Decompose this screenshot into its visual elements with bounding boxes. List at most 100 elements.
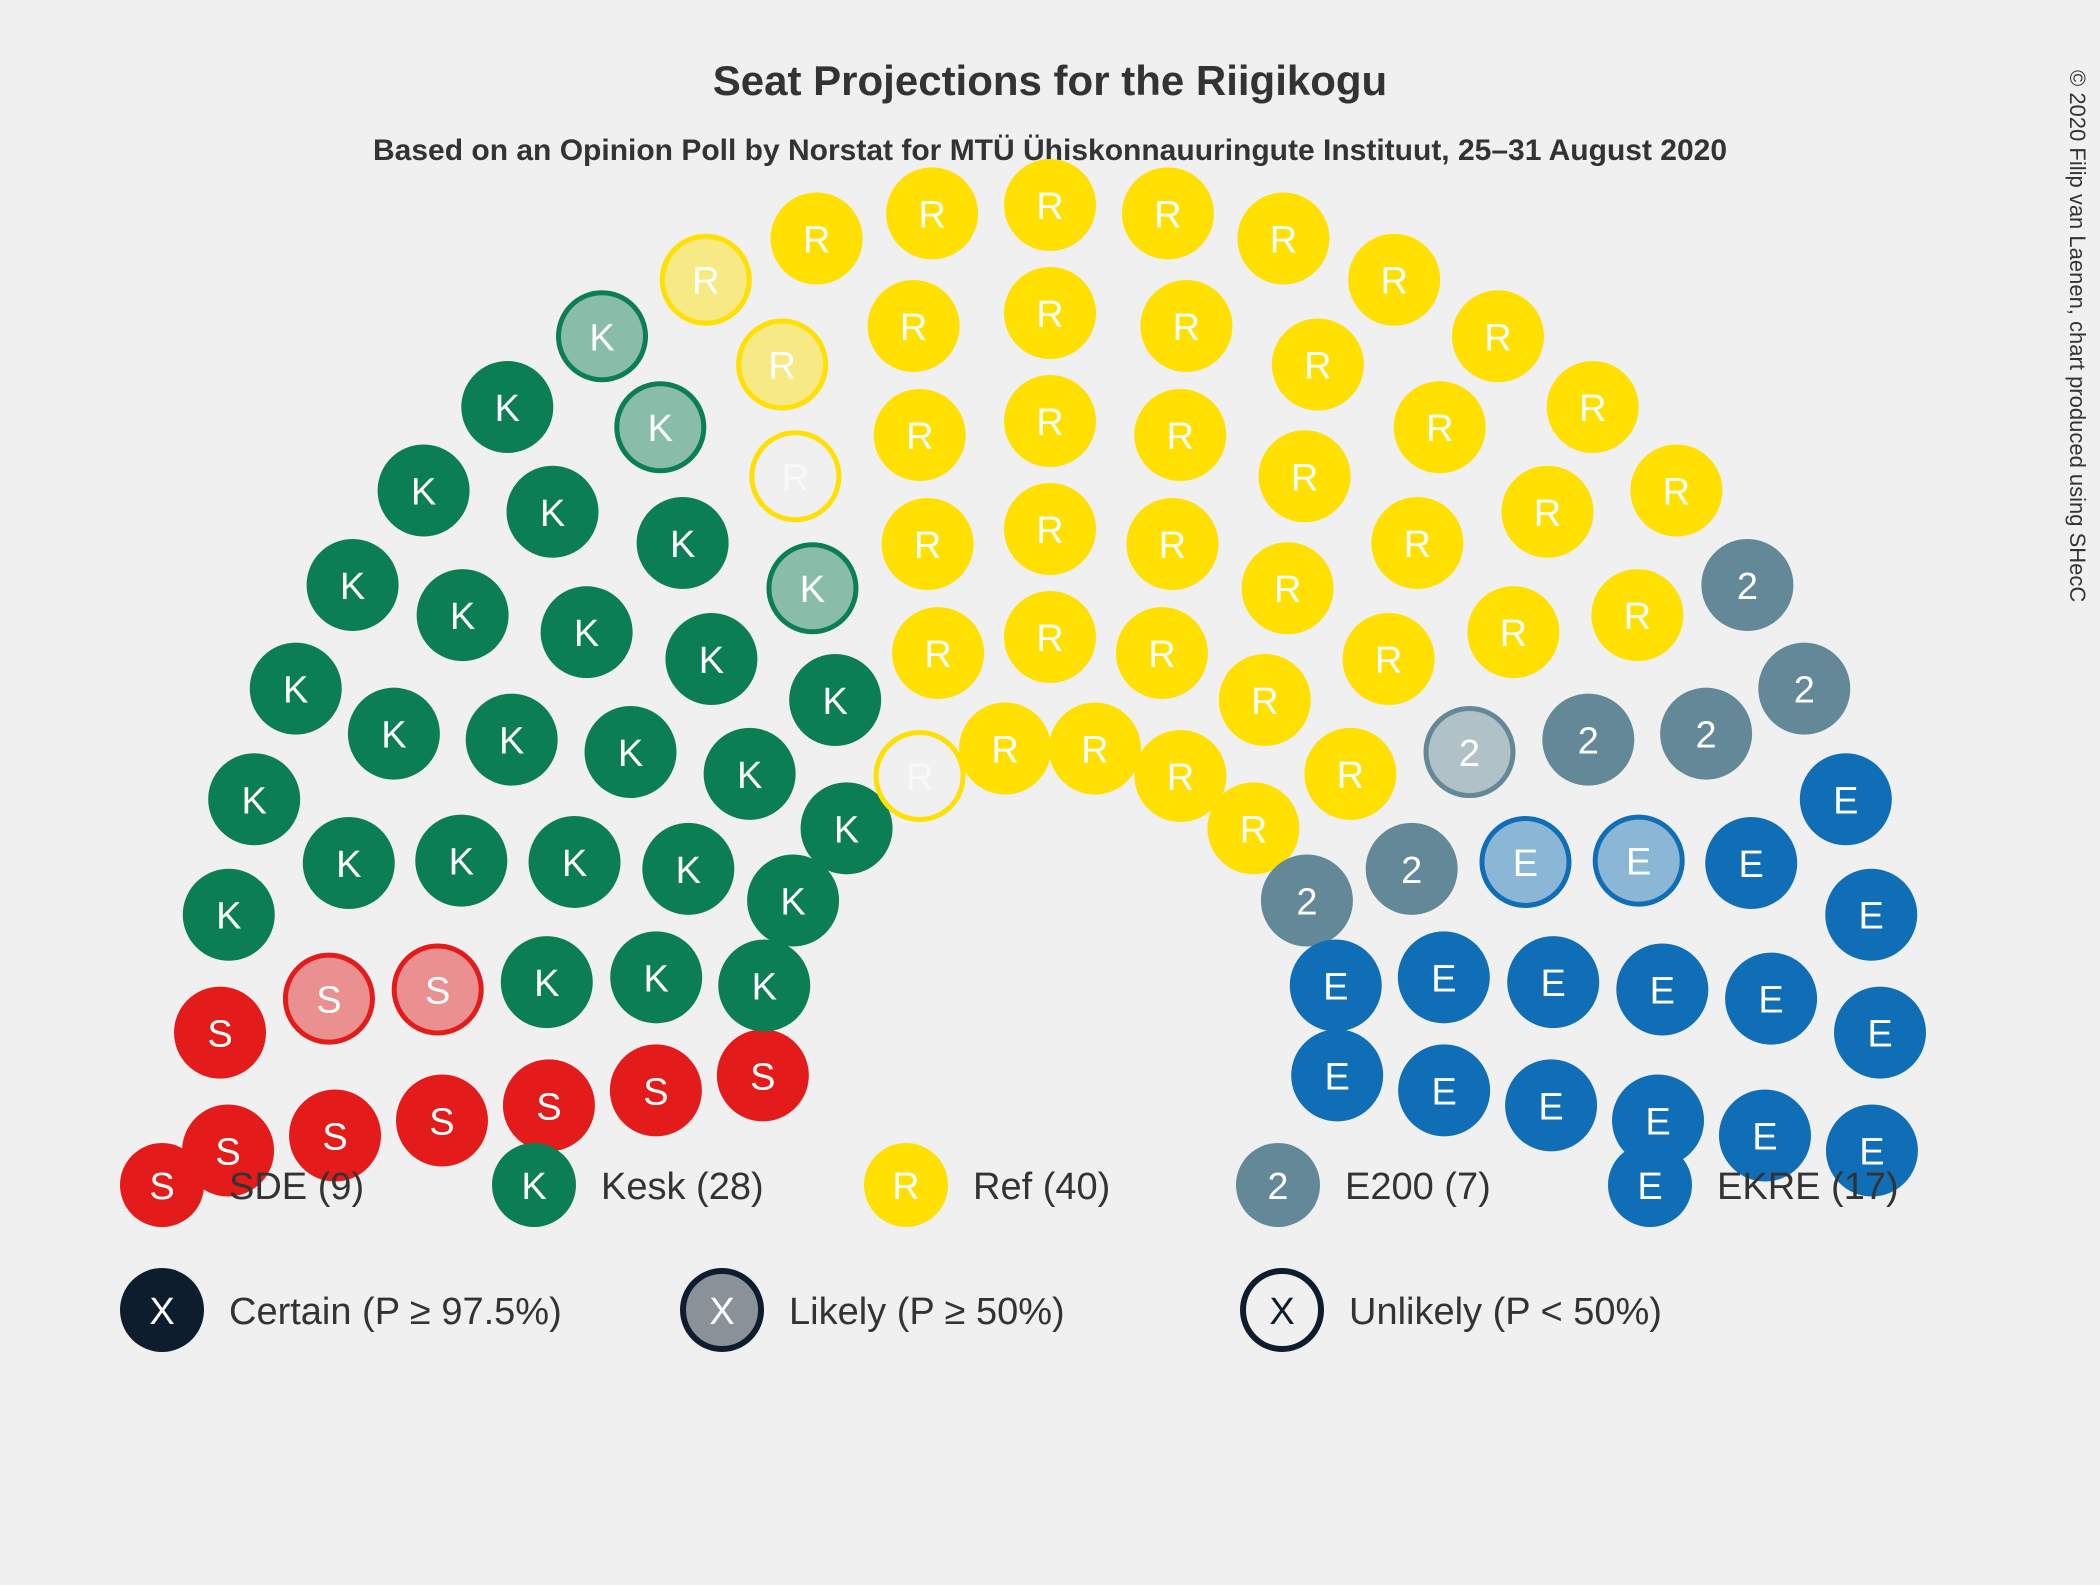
seat-label: K [562,843,587,885]
seat-ref: R [1004,591,1096,683]
seat-label: S [207,1014,232,1056]
legend-marker-letter: 2 [1267,1166,1288,1208]
seat-label: E [1650,970,1675,1012]
seat-label: R [1663,471,1690,513]
seat-label: 2 [1459,733,1480,775]
seat-label: R [1154,194,1181,236]
seat-ref: R [1126,498,1218,590]
seat-label: K [340,566,365,608]
seat-ref: R [1452,290,1544,382]
seat-e200: 2 [1542,694,1634,786]
seat-label: E [1323,967,1348,1009]
seat-label: R [1173,307,1200,349]
seat-ref: R [874,389,966,481]
hemicycle-svg: Seat Projections for the RiigikoguBased … [0,0,2100,1585]
seat-label: E [1867,1014,1892,1056]
seat-label: K [540,493,565,535]
legend-certainty-letter: X [709,1291,734,1333]
seat-label: S [316,980,341,1022]
seat-ekre: E [1595,817,1682,904]
seat-label: R [1534,493,1561,535]
seat-label: R [1270,219,1297,261]
legend-marker-letter: E [1637,1166,1662,1208]
seat-kesk: K [704,728,796,820]
seat-kesk: K [183,869,275,961]
seat-label: K [216,896,241,938]
seat-kesk: K [541,586,633,678]
seat-label: R [1036,618,1063,660]
seat-label: R [924,634,951,676]
legend-party-label: EKRE (17) [1717,1166,1899,1208]
seat-ref: R [1547,361,1639,453]
seat-ref: R [752,433,839,520]
seat-e200: 2 [1261,854,1353,946]
seat-e200: 2 [1366,823,1458,915]
seat-kesk: K [303,817,395,909]
seat-ekre: E [1825,869,1917,961]
seat-sde: S [717,1029,809,1121]
seat-ekre: E [1482,818,1569,905]
seat-kesk: K [665,613,757,705]
seat-label: E [1431,1071,1456,1113]
seat-ref: R [1259,430,1351,522]
seat-label: 2 [1737,566,1758,608]
seat-label: K [648,408,673,450]
seat-label: S [322,1116,347,1158]
seat-label: R [1167,416,1194,458]
chart-container: Seat Projections for the RiigikoguBased … [0,0,2100,1585]
seat-label: S [643,1071,668,1113]
seat-ref: R [1630,444,1722,536]
seat-label: K [241,780,266,822]
seat-ref: R [1004,159,1096,251]
seat-ref: R [1134,389,1226,481]
seat-ref: R [1049,702,1141,794]
seat-ekre: E [1834,987,1926,1079]
seat-label: R [1380,261,1407,303]
seat-label: E [1538,1086,1563,1128]
seat-ekre: E [1398,931,1490,1023]
seat-label: R [1624,596,1651,638]
seat-ref: R [1116,607,1208,699]
seat-label: K [411,471,436,513]
seat-label: R [1375,640,1402,682]
legend-party-label: E200 (7) [1345,1166,1491,1208]
legend-party-label: Kesk (28) [601,1166,764,1208]
seat-label: S [536,1086,561,1128]
seat-label: R [1148,634,1175,676]
seat-ref: R [1304,728,1396,820]
seat-kesk: K [507,466,599,558]
seat-label: R [803,219,830,261]
legend-marker-letter: S [149,1166,174,1208]
seat-sde: S [503,1059,595,1151]
seat-ref: R [1371,497,1463,589]
seat-label: R [1036,294,1063,336]
legend-party-label: Ref (40) [973,1166,1110,1208]
seat-label: E [1324,1056,1349,1098]
seat-label: R [991,729,1018,771]
seat-kesk: K [501,936,593,1028]
seat-label: R [900,307,927,349]
seat-label: K [495,388,520,430]
seat-kesk: K [415,815,507,907]
seat-label: R [1274,569,1301,611]
seat-ekre: E [1291,1029,1383,1121]
seat-label: R [906,757,933,799]
seat-label: R [768,346,795,388]
seat-label: K [449,842,474,884]
seat-label: K [381,715,406,757]
seat-label: R [1036,402,1063,444]
seat-label: R [1404,524,1431,566]
seat-ref: R [1242,542,1334,634]
seat-ref: R [1272,319,1364,411]
seat-label: R [1304,346,1331,388]
seat-ref: R [959,702,1051,794]
seat-label: K [780,881,805,923]
seat-label: R [1167,757,1194,799]
legend-certainty-label: Certain (P ≥ 97.5%) [229,1291,562,1333]
seat-kesk: K [559,293,646,380]
seat-label: R [1159,525,1186,567]
seat-label: K [834,809,859,851]
seat-ref: R [1467,586,1559,678]
seat-label: R [1036,186,1063,228]
seat-label: K [499,721,524,763]
